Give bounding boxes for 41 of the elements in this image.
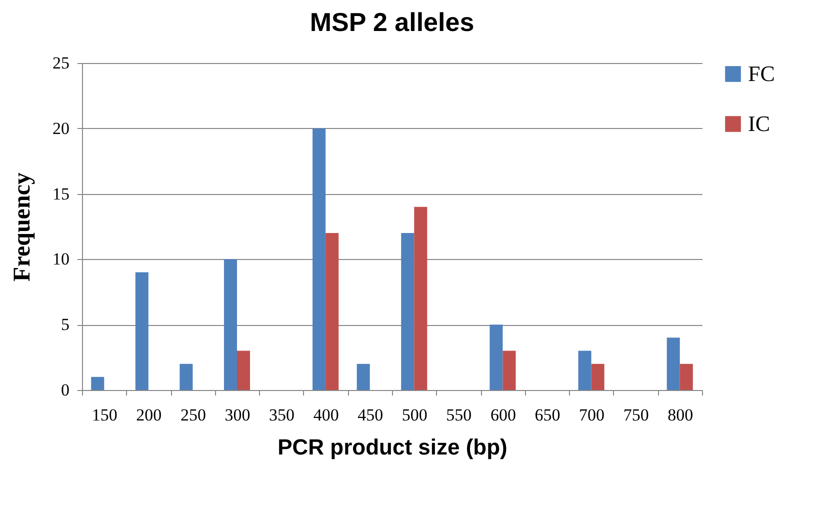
bar [326, 233, 339, 390]
y-tick-label: 10 [52, 250, 70, 269]
bar [680, 364, 693, 390]
bar [180, 364, 193, 390]
x-tick-label: 650 [534, 406, 560, 424]
x-tick-label: 150 [92, 406, 118, 424]
x-tick-label: 450 [358, 406, 384, 424]
bar [135, 272, 148, 390]
x-tick-label: 700 [579, 406, 605, 424]
bar [591, 364, 604, 390]
bar [578, 350, 592, 390]
bar [502, 350, 516, 390]
y-tick-label: 0 [61, 380, 70, 400]
x-tick-label: 300 [224, 406, 250, 424]
y-tick-label: 5 [61, 315, 70, 334]
x-tick-label: 750 [623, 406, 649, 424]
x-axis-title: PCR product size (bp) [278, 434, 508, 460]
x-tick-label: 250 [180, 406, 206, 424]
x-tick-label: 550 [446, 406, 472, 424]
bar [490, 324, 503, 390]
bar [666, 338, 680, 390]
y-tick-label: 20 [52, 118, 70, 138]
y-tick-label: 15 [52, 184, 70, 204]
bar [356, 364, 370, 390]
legend-label: FC [748, 61, 775, 86]
bar [224, 259, 237, 390]
chart-title: MSP 2 alleles [310, 7, 474, 37]
legend-label: IC [748, 111, 770, 136]
y-axis-title: Frequency [10, 172, 36, 282]
x-tick-label: 400 [313, 406, 339, 424]
bar [237, 350, 250, 390]
y-tick-label: 25 [52, 54, 70, 72]
x-tick-label: 500 [402, 406, 428, 424]
bar [312, 128, 326, 390]
x-tick-label: 800 [668, 406, 694, 424]
x-tick-label: 350 [269, 406, 295, 424]
x-tick-label: 600 [490, 406, 516, 424]
bar [401, 233, 414, 390]
bar [414, 206, 428, 390]
bar [91, 376, 104, 390]
x-tick-label: 200 [136, 406, 162, 424]
